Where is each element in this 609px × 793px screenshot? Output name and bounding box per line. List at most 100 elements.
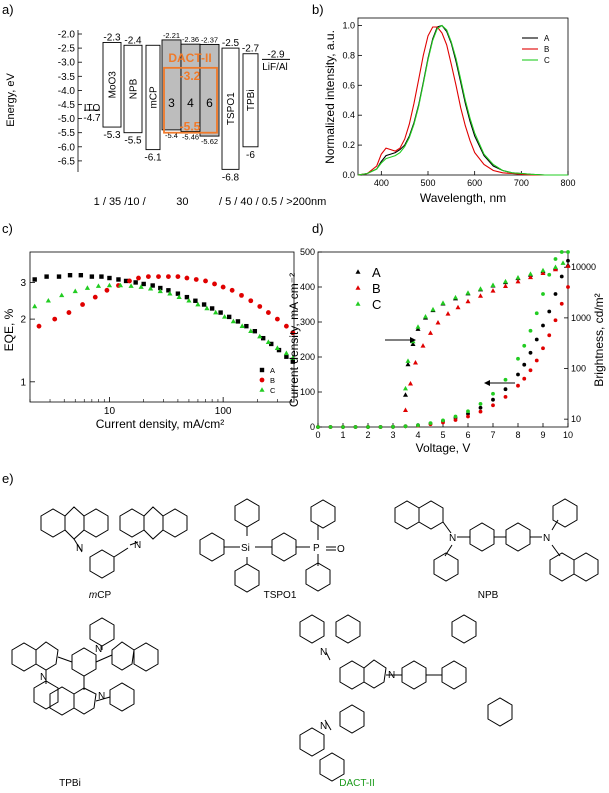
atom-label: N [320,721,327,732]
layer-bar [123,44,143,134]
current-point [541,323,545,328]
data-point [166,274,171,279]
current-point [534,337,539,342]
layer-npb: -2.4 -5.5 NPB [123,35,143,147]
brightness-point [515,278,521,284]
energy-tick-label: -6.0 [58,142,76,153]
brightness-point [423,314,428,319]
brightness-point [455,304,461,310]
panel-c-legend: ABC [259,366,276,395]
legend-label: B [544,45,549,54]
data-point [274,345,280,351]
current-point [503,387,508,392]
dopant-name: DACT-II [168,51,211,65]
y-tick-label: 2 [20,315,26,326]
data-point [209,306,215,311]
x-tick-label: 2 [365,430,370,440]
data-point [127,278,132,284]
data-point [244,323,249,329]
data-point [158,285,163,291]
data-point [157,288,163,294]
current-point [522,376,527,381]
x-tick-label: 1 [340,430,345,440]
current-point [566,250,570,254]
layer-name: MoO3 [108,71,119,99]
brightness-point [560,260,566,265]
panel-c-axes: 10 100 1 2 3 [20,278,292,417]
dact-ii-structure: N N N [299,614,513,782]
current-point [553,318,558,323]
data-point [45,297,51,303]
data-point [150,283,155,288]
atom-label: N [449,533,456,544]
x-tick-label: 500 [420,178,435,188]
layer-thickness-caption: 1 / 35 /10 / 30 / 5 / 40 / 0.5 / >200nm [94,196,327,208]
atom-label: N [134,540,141,551]
data-point [133,280,138,285]
data-point [116,277,121,282]
series-line-a [357,24,568,176]
legend-label: A [270,366,275,375]
brightness-point [528,271,533,276]
y-tick-label: 400 [300,282,315,292]
y-tick-label: 300 [300,317,315,327]
data-point [290,359,296,364]
energy-tick-label: -3.0 [58,58,76,69]
current-point [559,274,564,279]
axis-direction-arrows [385,337,515,386]
data-point [138,284,144,289]
homo-value: -4.7 [83,113,101,124]
y-tick-label: 100 [300,387,315,397]
atom-label: Si [241,543,250,554]
dopant-box [163,66,218,134]
brightness-point [478,293,483,298]
panel-c-label: c) [2,221,13,236]
x-tick-label: 3 [390,430,395,440]
data-point [184,294,190,300]
homo-value: -5.46 [182,133,199,142]
current-point [559,301,564,306]
data-point [212,281,217,287]
atom-label: N [76,543,83,554]
y-tick-label: 0.2 [342,140,355,150]
series-b [36,274,296,336]
layer-moo3: -2.3 -5.3 MoO3 [102,32,122,141]
data-point [176,294,182,299]
energy-tick-label: -6.5 [58,156,76,167]
brightness-point [515,274,521,280]
current-point [547,272,552,277]
layer-name: 4 [187,96,194,110]
y-tick-label: 0.0 [342,170,355,180]
brightness-point [465,290,471,295]
current-point [541,346,545,351]
x-tick-label: 10 [563,430,573,440]
current-point [378,425,383,429]
dopant-lumo: -3.2 [180,69,201,83]
legend-marker [355,301,361,306]
panel-a-label: a) [2,2,14,17]
current-point [516,383,520,388]
current-point [478,402,483,406]
legend-label: C [372,297,381,312]
data-point [84,285,91,290]
brightness-point [503,283,508,289]
data-point [104,287,110,293]
data-point [290,355,296,360]
current-point [503,377,508,382]
brightness-point [453,294,458,300]
lumo-value: -2.5 [222,38,240,49]
energy-axis-ticks: -2.0 -2.5 -3.0 -3.5 -4.0 -4.5 -5.0 -5.5 -6.0 -6.5 [58,30,82,167]
panel-d-jvl: d) 0 1 2 3 4 5 6 7 8 9 100100200300400500101001000… [287,221,606,455]
current-point [516,356,520,361]
current-point [391,424,395,429]
lumo-value: -2.3 [103,32,121,43]
brightness-point [478,286,483,291]
data-point [32,303,38,309]
current-point [316,425,320,429]
data-point [201,302,207,307]
atom-label: N [388,670,395,681]
homo-value: -5.5 [124,136,142,147]
y2-tick-label: 10000 [571,262,596,272]
brightness-point [430,306,436,312]
layer-name: NPB [129,78,140,99]
